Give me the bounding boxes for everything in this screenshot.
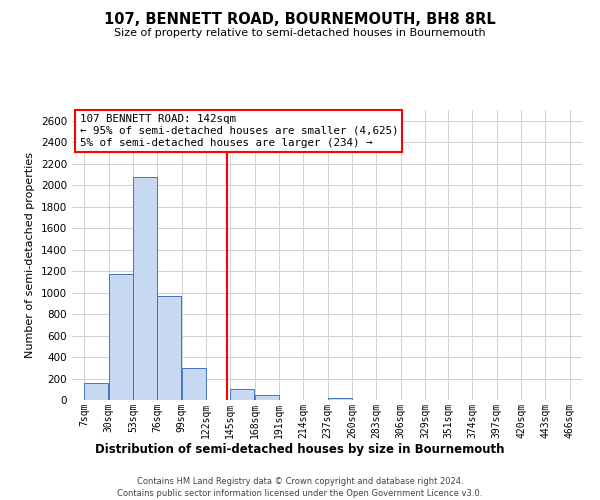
- Bar: [84, 383, 109, 400]
- Bar: [254, 395, 279, 400]
- Text: 107 BENNETT ROAD: 142sqm
← 95% of semi-detached houses are smaller (4,625)
5% of: 107 BENNETT ROAD: 142sqm ← 95% of semi-d…: [80, 114, 398, 148]
- Bar: [230, 390, 254, 400]
- Bar: [109, 274, 133, 400]
- Text: Contains public sector information licensed under the Open Government Licence v3: Contains public sector information licen…: [118, 489, 482, 498]
- Bar: [157, 296, 181, 400]
- Text: Distribution of semi-detached houses by size in Bournemouth: Distribution of semi-detached houses by …: [95, 442, 505, 456]
- Y-axis label: Number of semi-detached properties: Number of semi-detached properties: [25, 152, 35, 358]
- Bar: [182, 368, 206, 400]
- Text: Contains HM Land Registry data © Crown copyright and database right 2024.: Contains HM Land Registry data © Crown c…: [137, 478, 463, 486]
- Bar: [328, 398, 352, 400]
- Bar: [133, 176, 157, 400]
- Text: Size of property relative to semi-detached houses in Bournemouth: Size of property relative to semi-detach…: [114, 28, 486, 38]
- Text: 107, BENNETT ROAD, BOURNEMOUTH, BH8 8RL: 107, BENNETT ROAD, BOURNEMOUTH, BH8 8RL: [104, 12, 496, 28]
